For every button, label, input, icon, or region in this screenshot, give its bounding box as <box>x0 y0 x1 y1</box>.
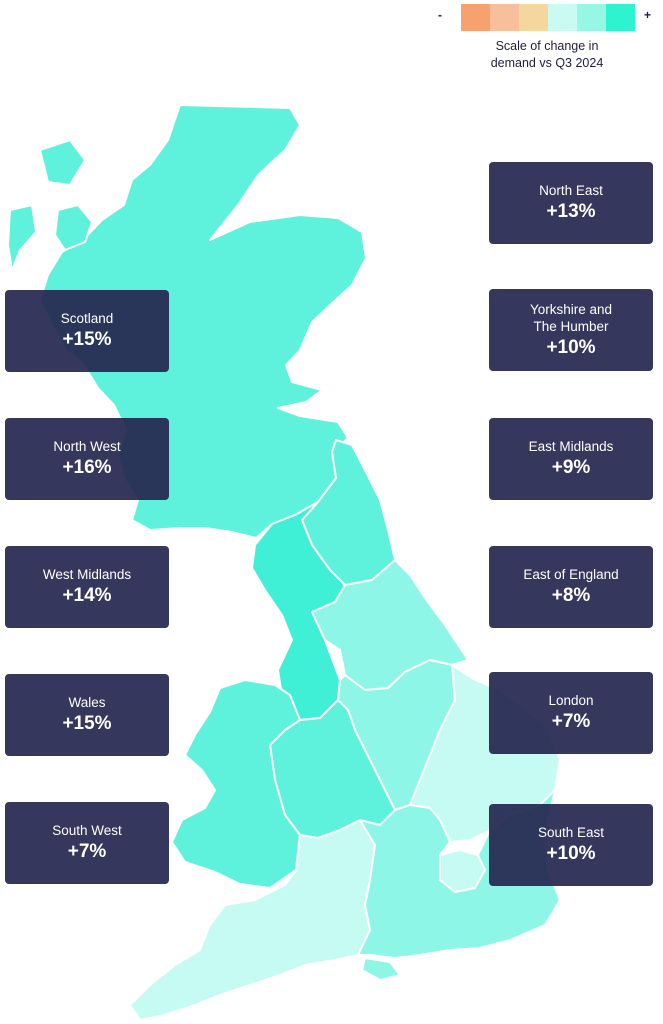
region-name: Yorkshire and The Humber <box>529 301 613 334</box>
region-value: +10% <box>546 843 596 864</box>
region-name: North West <box>53 439 121 454</box>
region-value: +7% <box>67 841 107 862</box>
legend-color-scale <box>461 4 635 31</box>
region-name: London <box>548 693 594 708</box>
region-name: West Midlands <box>42 567 132 582</box>
region-label-scotland: Scotland +15% <box>5 290 169 372</box>
region-name: Scotland <box>60 311 114 326</box>
region-scotland-islands <box>7 139 93 271</box>
region-name: East Midlands <box>528 439 614 454</box>
region-name: South West <box>52 823 122 838</box>
region-value: +15% <box>62 713 112 734</box>
legend-swatch <box>490 4 519 31</box>
region-label-east-of-england: East of England +8% <box>489 546 653 628</box>
legend-caption: Scale of change in demand vs Q3 2024 <box>490 39 604 70</box>
region-label-east-midlands: East Midlands +9% <box>489 418 653 500</box>
region-south-east-isle <box>361 957 401 981</box>
region-name: North East <box>539 183 603 198</box>
region-label-london: London +7% <box>489 672 653 754</box>
legend-swatch <box>519 4 548 31</box>
region-name: Wales <box>68 695 106 710</box>
region-name: East of England <box>523 567 619 582</box>
region-value: +9% <box>551 457 591 478</box>
region-label-yorkshire: Yorkshire and The Humber +10% <box>489 289 653 371</box>
legend-minus-label: - <box>438 8 442 22</box>
region-name: South East <box>537 825 605 840</box>
region-wales <box>171 679 301 889</box>
region-value: +15% <box>62 329 112 350</box>
region-label-north-east: North East +13% <box>489 162 653 244</box>
region-value: +16% <box>62 457 112 478</box>
legend-swatch <box>606 4 635 31</box>
region-value: +13% <box>546 201 596 222</box>
region-value: +7% <box>551 711 591 732</box>
legend-swatch <box>577 4 606 31</box>
region-label-wales: Wales +15% <box>5 674 169 756</box>
region-label-south-west: South West +7% <box>5 802 169 884</box>
region-value: +8% <box>551 585 591 606</box>
legend-swatch <box>461 4 490 31</box>
legend-swatch <box>548 4 577 31</box>
region-label-west-midlands: West Midlands +14% <box>5 546 169 628</box>
region-label-south-east: South East +10% <box>489 804 653 886</box>
legend: - + Scale of change in demand vs Q3 2024 <box>432 2 663 72</box>
region-value: +10% <box>546 336 596 358</box>
region-value: +14% <box>62 585 112 606</box>
region-label-north-west: North West +16% <box>5 418 169 500</box>
legend-plus-label: + <box>644 8 652 22</box>
